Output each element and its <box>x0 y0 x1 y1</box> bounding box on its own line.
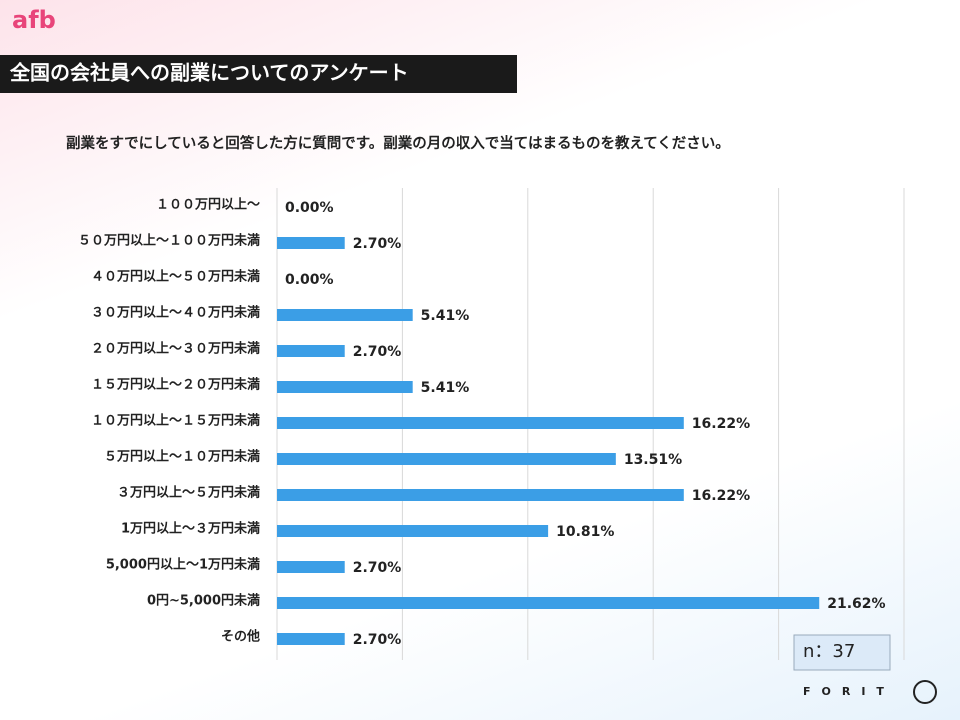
category-label: 1万円以上～３万円未満 <box>121 521 260 537</box>
category-label: ３万円以上～５万円未満 <box>117 485 260 501</box>
value-label: 2.70% <box>353 344 402 360</box>
bar <box>277 345 345 357</box>
value-label: 2.70% <box>353 236 402 252</box>
category-label: 0円~5,000円未満 <box>147 593 260 609</box>
annotation-box <box>793 634 891 671</box>
bar <box>277 561 345 573</box>
bar <box>277 309 413 321</box>
bar <box>277 597 820 609</box>
category-label: その他 <box>221 629 260 645</box>
value-label: 10.81% <box>556 524 614 540</box>
category-label: 5,000円以上～1万円未満 <box>106 557 260 573</box>
title-bar <box>0 55 517 93</box>
bar <box>277 417 684 429</box>
value-label: 16.22% <box>692 416 750 432</box>
value-label: 21.62% <box>827 596 885 612</box>
category-label: ４０万円以上～５０万円未満 <box>91 269 260 285</box>
category-label: ５万円以上～１０万円未満 <box>104 449 260 465</box>
logo: afb <box>12 6 56 34</box>
subtitle: 副業をすでにしていると回答した方に質問です。副業の月の収入で当てはまるものを教え… <box>66 134 730 152</box>
value-label: 5.41% <box>421 380 470 396</box>
footer-logo: FORIT <box>803 685 895 698</box>
category-label: １０万円以上～１５万円未満 <box>91 413 260 429</box>
annotation: n：37 <box>803 641 855 662</box>
bar <box>277 525 549 537</box>
value-label: 5.41% <box>421 308 470 324</box>
bar <box>277 381 413 393</box>
chart-title: 全国の会社員への副業についてのアンケート <box>9 61 409 85</box>
value-label: 2.70% <box>353 632 402 648</box>
footer-icon <box>913 680 937 704</box>
value-label: 2.70% <box>353 560 402 576</box>
category-label: １５万円以上～２０万円未満 <box>91 377 260 393</box>
category-label: １００万円以上～ <box>156 198 260 213</box>
category-label: ３０万円以上～４０万円未満 <box>91 305 260 321</box>
bar <box>277 633 345 645</box>
category-label: ５０万円以上～１００万円未満 <box>78 233 260 249</box>
bar <box>277 489 684 501</box>
value-label: 13.51% <box>624 452 682 468</box>
category-label: ２０万円以上～３０万円未満 <box>91 341 260 357</box>
value-label: 0.00% <box>285 200 334 216</box>
bar <box>277 237 345 249</box>
bar <box>277 453 616 465</box>
value-label: 0.00% <box>285 272 334 288</box>
value-label: 16.22% <box>692 488 750 504</box>
